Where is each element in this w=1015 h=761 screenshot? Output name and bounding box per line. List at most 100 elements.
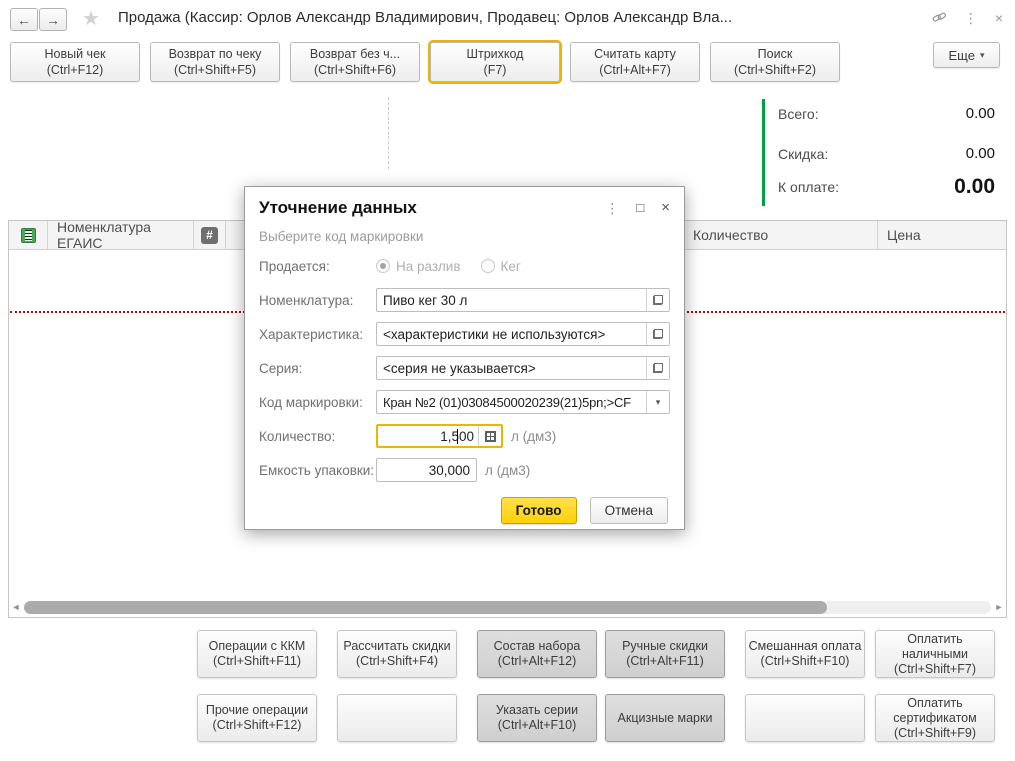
favorite-star-icon[interactable]: ★ bbox=[82, 8, 100, 30]
button-label: Новый чек bbox=[44, 47, 106, 61]
button-label: Поиск bbox=[757, 47, 793, 61]
column-quantity[interactable]: Количество bbox=[684, 221, 878, 249]
return-by-receipt-button[interactable]: Возврат по чеку (Ctrl+Shift+F5) bbox=[150, 42, 280, 82]
button-shortcut: (Ctrl+Shift+F10) bbox=[760, 654, 850, 668]
forward-button[interactable]: → bbox=[39, 8, 67, 31]
scrollbar-thumb[interactable] bbox=[24, 600, 827, 614]
nomenclature-label: Номенклатура: bbox=[259, 292, 354, 308]
button-label: Рассчитать скидки bbox=[343, 639, 451, 653]
button-label: Возврат по чеку bbox=[168, 47, 262, 61]
specify-series-button[interactable]: Указать серии (Ctrl+Alt+F10) bbox=[477, 694, 597, 742]
link-icon[interactable] bbox=[932, 10, 947, 25]
characteristic-row: Характеристика: <характеристики не испол… bbox=[259, 322, 670, 346]
text-cursor bbox=[457, 429, 458, 444]
characteristic-picker-button[interactable] bbox=[646, 323, 669, 345]
manual-discounts-button[interactable]: Ручные скидки (Ctrl+Alt+F11) bbox=[605, 630, 725, 678]
button-shortcut: (Ctrl+Shift+F5) bbox=[174, 63, 256, 77]
marking-code-dropdown-button[interactable]: ▾ bbox=[646, 391, 669, 413]
dialog-title: Уточнение данных bbox=[259, 198, 417, 217]
new-receipt-button[interactable]: Новый чек (Ctrl+F12) bbox=[10, 42, 140, 82]
kkm-operations-button[interactable]: Операции с ККМ (Ctrl+Shift+F11) bbox=[197, 630, 317, 678]
column-label: Номенклатура ЕГАИС bbox=[57, 219, 151, 251]
button-label: Состав набора bbox=[493, 639, 581, 653]
button-label: Прочие операции bbox=[205, 703, 309, 717]
forward-icon: → bbox=[46, 11, 60, 28]
empty-button-2[interactable] bbox=[745, 694, 865, 742]
series-picker-button[interactable] bbox=[646, 357, 669, 379]
package-capacity-field: 30,000 bbox=[376, 458, 477, 482]
scrollbar-track[interactable] bbox=[24, 600, 991, 614]
button-label: Оплатить сертификатом bbox=[893, 695, 977, 725]
set-contents-button[interactable]: Состав набора (Ctrl+Alt+F12) bbox=[477, 630, 597, 678]
dialog-subtitle: Выберите код маркировки bbox=[259, 229, 424, 244]
nomenclature-field: Пиво кег 30 л bbox=[376, 288, 670, 312]
button-label: Оплатить наличными bbox=[901, 631, 969, 661]
radio-unselected-icon bbox=[480, 259, 495, 273]
characteristic-label: Характеристика: bbox=[259, 326, 364, 342]
command-toolbar: Новый чек (Ctrl+F12) Возврат по чеку (Ct… bbox=[10, 40, 840, 84]
radio-label: Кег bbox=[500, 258, 521, 274]
column-egais-stamp[interactable] bbox=[9, 221, 48, 249]
done-button[interactable]: Готово bbox=[500, 497, 577, 524]
nomenclature-picker-button[interactable] bbox=[646, 289, 669, 311]
pay-cash-button[interactable]: Оплатить наличными (Ctrl+Shift+F7) bbox=[875, 630, 995, 678]
mixed-payment-button[interactable]: Смешанная оплата (Ctrl+Shift+F10) bbox=[745, 630, 865, 678]
characteristic-input[interactable]: <характеристики не используются> bbox=[383, 326, 606, 342]
back-button[interactable]: ← bbox=[10, 8, 38, 31]
more-button[interactable]: Еще ▾ bbox=[933, 42, 1000, 68]
return-without-receipt-button[interactable]: Возврат без ч... (Ctrl+Shift+F6) bbox=[290, 42, 420, 82]
button-shortcut: (Ctrl+Shift+F7) bbox=[894, 661, 976, 676]
series-row: Серия: <серия не указывается> bbox=[259, 356, 670, 380]
button-shortcut: (Ctrl+Shift+F2) bbox=[734, 63, 816, 77]
series-input[interactable]: <серия не указывается> bbox=[383, 360, 536, 376]
button-label: Штрихкод bbox=[466, 47, 524, 61]
barcode-button[interactable]: Штрихкод (F7) bbox=[428, 40, 562, 84]
scroll-right-arrow-icon[interactable]: ► bbox=[994, 602, 1004, 612]
series-label: Серия: bbox=[259, 360, 303, 376]
marking-code-input[interactable]: Кран №2 (01)03084500020239(21)5pn;>CF bbox=[383, 394, 631, 410]
search-button[interactable]: Поиск (Ctrl+Shift+F2) bbox=[710, 42, 840, 82]
close-icon[interactable]: × bbox=[994, 9, 1003, 26]
package-capacity-label: Емкость упаковки: bbox=[259, 462, 375, 478]
scroll-left-arrow-icon[interactable]: ◄ bbox=[11, 602, 21, 612]
radio-option-keg: Кег bbox=[480, 258, 521, 274]
empty-button-1[interactable] bbox=[337, 694, 457, 742]
to-pay-value: 0.00 bbox=[954, 175, 995, 198]
button-shortcut: (Ctrl+Alt+F11) bbox=[626, 654, 704, 668]
excise-stamps-button[interactable]: Акцизные марки bbox=[605, 694, 725, 742]
calculator-icon bbox=[484, 430, 496, 442]
radio-label: На разлив bbox=[396, 258, 461, 274]
button-shortcut: (Ctrl+F12) bbox=[46, 63, 104, 77]
nomenclature-input[interactable]: Пиво кег 30 л bbox=[383, 292, 468, 308]
totals-accent-bar bbox=[762, 99, 765, 206]
discount-row: Скидка: 0.00 bbox=[778, 145, 995, 162]
column-price[interactable]: Цена bbox=[878, 221, 1006, 249]
quantity-input[interactable]: 1,500 bbox=[378, 426, 478, 446]
read-card-button[interactable]: Считать карту (Ctrl+Alt+F7) bbox=[570, 42, 700, 82]
other-operations-button[interactable]: Прочие операции (Ctrl+Shift+F12) bbox=[197, 694, 317, 742]
package-capacity-input[interactable]: 30,000 bbox=[428, 462, 470, 478]
clarify-data-dialog: Уточнение данных ⋮ □ × Выберите код марк… bbox=[244, 186, 685, 530]
button-label: Считать карту bbox=[594, 47, 676, 61]
to-pay-label: К оплате: bbox=[778, 179, 839, 195]
button-label: Операции с ККМ bbox=[208, 639, 306, 653]
calculate-discounts-button[interactable]: Рассчитать скидки (Ctrl+Shift+F4) bbox=[337, 630, 457, 678]
column-label: Количество bbox=[693, 227, 769, 243]
kebab-menu-icon[interactable]: ⋮ bbox=[963, 9, 978, 26]
sold-as-row: Продается: На разлив Кег bbox=[259, 254, 670, 278]
calculator-button[interactable] bbox=[478, 426, 501, 446]
vertical-splitter[interactable] bbox=[388, 97, 389, 169]
quantity-row: Количество: 1,500 л (дм3) bbox=[259, 424, 670, 448]
dialog-maximize-icon[interactable]: □ bbox=[636, 200, 645, 215]
series-field: <серия не указывается> bbox=[376, 356, 670, 380]
dialog-close-icon[interactable]: × bbox=[661, 199, 670, 216]
cancel-button[interactable]: Отмена bbox=[589, 497, 668, 524]
button-shortcut: (Ctrl+Shift+F4) bbox=[356, 654, 438, 668]
radio-selected-icon bbox=[376, 259, 390, 273]
dialog-kebab-menu-icon[interactable]: ⋮ bbox=[605, 199, 620, 216]
column-nomenclature-egais[interactable]: Номенклатура ЕГАИС bbox=[48, 219, 194, 251]
button-label: Смешанная оплата bbox=[748, 639, 862, 653]
pay-certificate-button[interactable]: Оплатить сертификатом (Ctrl+Shift+F9) bbox=[875, 694, 995, 742]
column-hash[interactable]: # bbox=[194, 221, 226, 249]
button-shortcut: (Ctrl+Shift+F12) bbox=[212, 718, 302, 732]
